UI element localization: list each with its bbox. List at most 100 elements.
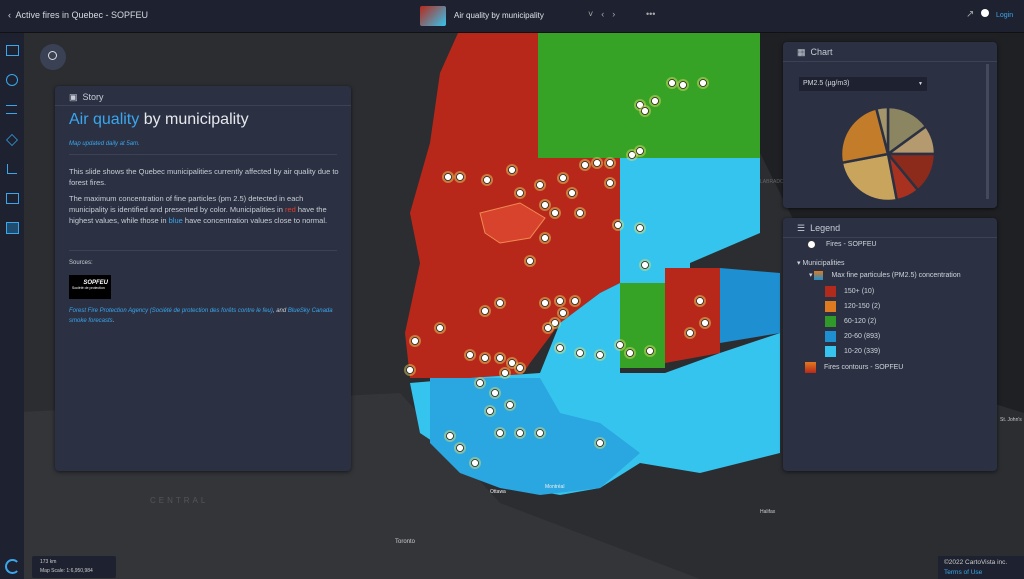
pie-slice <box>840 152 899 203</box>
divider <box>55 105 351 106</box>
map-label: Ottawa <box>490 489 506 495</box>
list-icon[interactable] <box>6 105 17 114</box>
search-button[interactable] <box>40 44 66 70</box>
fire-contour <box>479 202 546 244</box>
panel-title: Legend <box>810 223 841 233</box>
legend-row: Fires - SOPFEU <box>807 237 877 252</box>
terms-link[interactable]: Terms of Use <box>944 569 983 576</box>
fire-marker <box>551 319 559 327</box>
legend-label: Max fine particules (PM2.5) concentratio… <box>831 272 961 279</box>
fire-marker <box>466 351 474 359</box>
paragraph: This slide shows the Quebec municipaliti… <box>69 167 339 187</box>
paragraph: The maximum concentration of fine partic… <box>69 193 341 226</box>
layer-icon <box>814 270 824 280</box>
book-icon[interactable] <box>6 222 19 234</box>
legend-label: 10-20 (339) <box>844 348 881 355</box>
divider <box>783 61 997 62</box>
legend-swatch <box>825 300 836 312</box>
panel-header: ▣ Story <box>69 92 104 102</box>
fire-marker <box>559 174 567 182</box>
fire-marker <box>481 307 489 315</box>
legend-swatch <box>825 345 836 357</box>
legend-swatch <box>825 285 836 297</box>
fire-marker <box>541 234 549 242</box>
sidebar <box>0 33 24 579</box>
slide-thumbnail[interactable] <box>420 6 446 26</box>
more-button[interactable]: ••• <box>646 9 656 19</box>
divider <box>783 237 997 238</box>
fire-marker <box>616 341 624 349</box>
story-title: Active fires in Quebec - SOPFEU <box>15 10 149 20</box>
source-link[interactable]: BlueSky Canada smoke forecasts <box>69 308 333 324</box>
back-button[interactable]: ‹ Active fires in Quebec - SOPFEU <box>8 10 149 20</box>
region-green-2 <box>620 283 665 368</box>
fire-marker <box>626 349 634 357</box>
source-link[interactable]: Forest Fire Protection Agency (Société d… <box>69 308 273 314</box>
map-icon[interactable] <box>6 45 19 56</box>
legend-group[interactable]: ▾ Municipalities <box>797 260 845 267</box>
login-link[interactable]: Login <box>996 12 1014 19</box>
search-icon <box>48 51 57 60</box>
fire-marker <box>444 173 452 181</box>
table-icon[interactable] <box>6 193 19 204</box>
slide-title: Air quality by municipality <box>454 11 544 20</box>
fire-marker <box>476 379 484 387</box>
fire-marker <box>508 166 516 174</box>
fire-marker <box>636 101 644 109</box>
region-green <box>538 33 760 158</box>
map-label: LABRADOR <box>760 179 788 185</box>
region-red-2 <box>665 268 720 363</box>
fire-marker <box>516 429 524 437</box>
legend-label: 150+ (10) <box>844 288 875 295</box>
footer: ©2022 CartoVista inc. Terms of Use <box>938 556 1024 579</box>
dropdown[interactable]: PM2.5 (µg/m3) ▼ <box>799 77 927 91</box>
fire-marker <box>471 459 479 467</box>
fire-marker <box>576 349 584 357</box>
sources: Forest Fire Protection Agency (Société d… <box>69 306 341 326</box>
fire-marker <box>628 151 636 159</box>
legend-items: 150+ (10) 120-150 (2) 60-120 (2) 20-60 (893… <box>825 284 880 359</box>
legend-label: 120-150 (2) <box>844 303 881 310</box>
fire-marker <box>576 209 584 217</box>
pie-slice <box>874 105 890 155</box>
story-panel: ▣ Story Air quality by municipality Map … <box>55 86 351 471</box>
slide-nav[interactable]: ˅‹› <box>588 9 624 19</box>
legend-layer[interactable]: ▾ Max fine particules (PM2.5) concentrat… <box>809 270 961 280</box>
legend-label: Municipalities <box>802 260 845 267</box>
panel-title: Story <box>82 92 104 102</box>
panel-header: ▦ Chart <box>797 47 833 57</box>
legend-label: Fires contours - SOPFEU <box>824 364 904 371</box>
scale-box: 173 km Map Scale: 1:6,950,984 <box>32 556 116 578</box>
fire-marker <box>551 209 559 217</box>
region-blue-2 <box>430 378 640 495</box>
fire-marker <box>696 297 704 305</box>
map-label: Halifax <box>760 509 776 515</box>
region-cyan <box>620 158 760 283</box>
fire-marker <box>496 299 504 307</box>
fire-marker <box>668 79 676 87</box>
share-button[interactable]: ↗ <box>966 9 975 20</box>
fire-marker <box>411 337 419 345</box>
fire-marker <box>556 297 564 305</box>
fire-marker <box>491 389 499 397</box>
scrollbar[interactable] <box>986 64 989 199</box>
fire-marker <box>536 429 544 437</box>
legend-panel: ☰ Legend Fires - SOPFEU ▾ Municipalities… <box>783 218 997 471</box>
fire-marker <box>541 299 549 307</box>
story-icon[interactable] <box>6 74 18 86</box>
text: . <box>112 318 115 324</box>
legend-label: Fires - SOPFEU <box>826 241 877 248</box>
fire-marker <box>544 324 552 332</box>
text: , and <box>272 308 288 314</box>
layers-icon[interactable] <box>6 134 18 146</box>
legend-row: 150+ (10) <box>825 284 880 299</box>
contour-swatch <box>805 361 816 373</box>
fire-marker <box>699 79 707 87</box>
dropdown-value: PM2.5 (µg/m3) <box>803 80 850 87</box>
fire-marker <box>606 159 614 167</box>
title-highlight: Air quality <box>69 111 140 128</box>
fire-marker <box>651 97 659 105</box>
fire-marker <box>596 351 604 359</box>
fire-marker <box>501 369 509 377</box>
chart-icon[interactable] <box>7 164 17 174</box>
